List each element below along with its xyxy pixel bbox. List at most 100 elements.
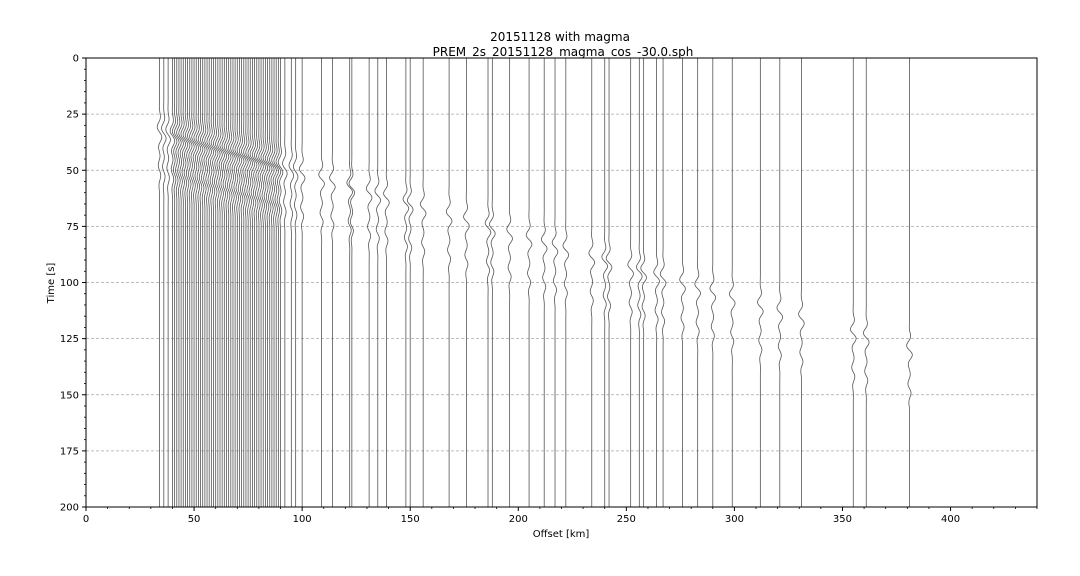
- x-tick-label: 400: [941, 514, 960, 525]
- seismic-trace: [254, 58, 260, 507]
- seismic-trace: [288, 58, 295, 507]
- seismic-trace: [193, 58, 199, 507]
- seismic-trace: [189, 58, 195, 507]
- seismic-trace: [277, 58, 284, 507]
- seismic-trace: [204, 58, 210, 507]
- seismic-trace: [525, 58, 533, 507]
- seismic-trace: [271, 58, 277, 507]
- seismic-trace: [540, 58, 548, 507]
- seismic-trace: [694, 58, 701, 507]
- seismic-trace: [275, 58, 282, 507]
- seismic-trace: [383, 58, 390, 507]
- y-tick-label: 100: [60, 278, 79, 289]
- seismic-trace: [176, 58, 182, 507]
- x-tick-label: 300: [725, 514, 744, 525]
- seismic-trace: [243, 58, 249, 507]
- seismic-trace: [348, 58, 356, 507]
- seismic-trace: [221, 58, 228, 507]
- seismic-trace: [236, 58, 243, 507]
- seismic-trace: [298, 58, 306, 507]
- y-tick-label: 175: [60, 446, 79, 457]
- seismic-trace: [329, 58, 336, 507]
- seismic-trace: [169, 58, 176, 507]
- x-tick-label: 0: [83, 514, 89, 525]
- seismic-trace: [659, 58, 667, 507]
- x-axis-label: Offset [km]: [533, 529, 590, 540]
- y-tick-label: 0: [73, 54, 79, 65]
- seismic-trace: [217, 58, 223, 507]
- seismic-trace: [219, 58, 225, 507]
- x-tick-label: 150: [401, 514, 420, 525]
- seismic-trace: [406, 58, 414, 507]
- seismic-trace: [262, 58, 269, 507]
- seismic-trace: [178, 58, 184, 507]
- x-tick-label: 100: [293, 514, 312, 525]
- waveform-traces: [156, 58, 913, 507]
- x-tick-label: 200: [509, 514, 528, 525]
- seismic-trace: [212, 58, 219, 507]
- seismic-trace: [256, 58, 262, 507]
- seismic-trace: [228, 58, 234, 507]
- seismic-trace: [445, 58, 453, 507]
- seismic-trace: [225, 58, 232, 507]
- y-tick-label: 75: [66, 222, 79, 233]
- seismic-trace: [729, 58, 736, 507]
- seismic-trace: [165, 58, 171, 507]
- seismic-trace: [463, 58, 470, 507]
- seismic-trace: [206, 58, 212, 507]
- seismic-trace: [640, 58, 647, 507]
- seismic-trace: [269, 58, 275, 507]
- seismic-trace: [850, 58, 857, 507]
- y-tick-label: 25: [66, 110, 79, 121]
- y-axis: 0 25 50 75 100 125 150 175 200: [60, 54, 86, 514]
- seismic-trace: [636, 58, 643, 507]
- seismic-trace: [156, 58, 163, 507]
- seismic-trace: [374, 58, 382, 507]
- seismic-trace: [200, 58, 206, 507]
- seismic-trace: [679, 58, 686, 507]
- y-tick-label: 150: [60, 390, 79, 401]
- seismic-trace: [489, 58, 496, 507]
- seismic-trace: [798, 58, 805, 507]
- seismic-trace: [709, 58, 717, 507]
- seismic-trace: [484, 58, 492, 507]
- gridlines: [86, 113, 1037, 452]
- seismic-trace: [249, 58, 256, 507]
- seismic-trace: [187, 58, 193, 507]
- seismic-trace: [605, 58, 613, 507]
- seismic-trace: [282, 58, 288, 507]
- seismic-trace: [365, 58, 373, 507]
- seismic-trace: [627, 58, 634, 507]
- seismic-trace: [258, 58, 264, 507]
- seismic-trace: [551, 58, 559, 507]
- y-tick-label: 50: [66, 166, 79, 177]
- seismic-trace: [184, 58, 191, 507]
- seismic-trace: [653, 58, 660, 507]
- seismic-trace: [757, 58, 764, 507]
- seismic-trace: [230, 58, 236, 507]
- chart-title: 20151128 with magma: [490, 30, 630, 44]
- seismic-trace: [215, 58, 221, 507]
- seismic-trace: [402, 58, 410, 507]
- seismic-trace: [419, 58, 427, 507]
- seismic-trace: [906, 58, 913, 507]
- seismic-trace: [174, 58, 180, 507]
- seismic-trace: [346, 58, 353, 507]
- x-tick-label: 350: [833, 514, 852, 525]
- seismic-trace: [318, 58, 325, 507]
- y-axis-label: Time [s]: [46, 263, 57, 305]
- seismic-trace: [260, 58, 266, 507]
- seismic-trace: [247, 58, 253, 507]
- seismic-trace: [292, 58, 299, 507]
- seismic-trace: [588, 58, 596, 507]
- seismic-trace: [562, 58, 570, 507]
- chart-subtitle: PREM_2s_20151128_magma_cos_-30.0.sph: [433, 45, 694, 59]
- seismic-trace: [266, 58, 273, 507]
- seismic-trace: [245, 58, 251, 507]
- seismic-trace: [182, 58, 189, 507]
- seismic-trace: [234, 58, 241, 507]
- y-tick-label: 125: [60, 334, 79, 345]
- seismic-trace: [191, 58, 197, 507]
- seismic-trace: [197, 58, 204, 507]
